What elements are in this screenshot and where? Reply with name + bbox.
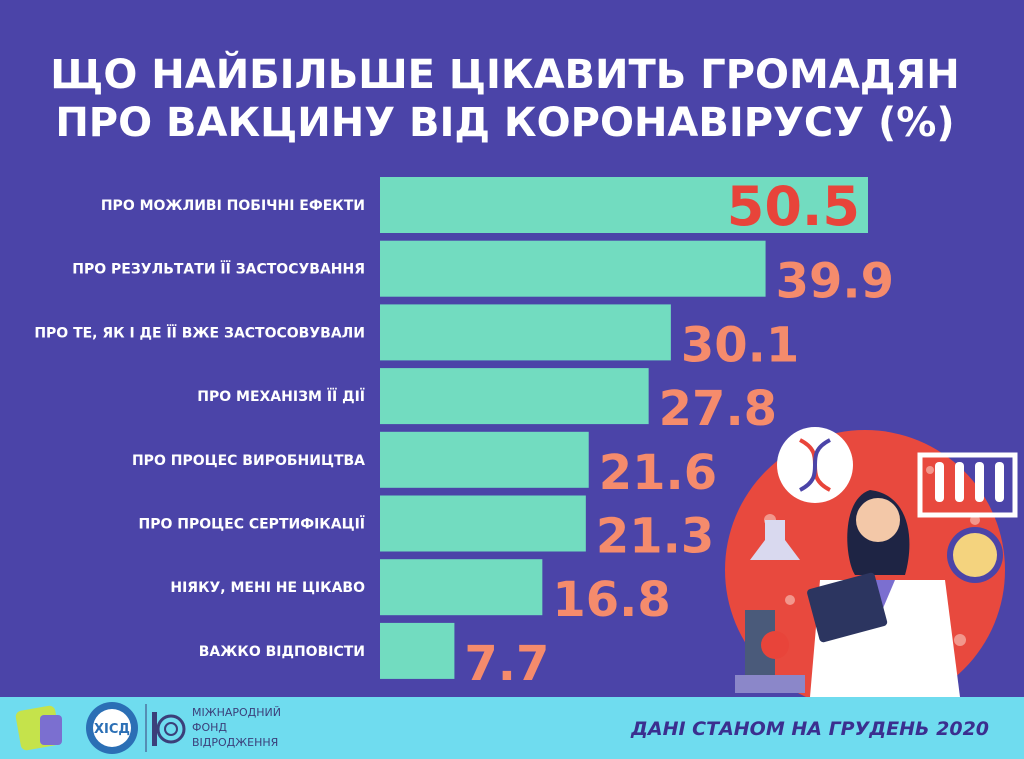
fund-name: ФОНД [192, 721, 227, 734]
category-label: ПРО МОЖЛИВІ ПОБІЧНІ ЕФЕКТИ [101, 198, 365, 214]
fund-name: МІЖНАРОДНИЙ [192, 706, 281, 719]
bar [380, 177, 868, 233]
value-label: 21.6 [599, 445, 717, 501]
value-label: 16.8 [552, 572, 670, 628]
fund-name: ВІДРОДЖЕННЯ [192, 736, 278, 749]
value-label: 50.5 [727, 175, 860, 238]
bar [380, 368, 649, 425]
bar [380, 622, 455, 679]
category-label: ВАЖКО ВІДПОВІСТИ [199, 644, 365, 660]
category-label: ПРО ТЕ, ЯК І ДЕ ЇЇ ВЖЕ ЗАСТОСОВУВАЛИ [34, 324, 365, 341]
value-label: 7.7 [464, 636, 549, 692]
category-label: НІЯКУ, МЕНІ НЕ ЦІКАВО [170, 580, 365, 596]
category-label: ПРО РЕЗУЛЬТАТИ ЇЇ ЗАСТОСУВАННЯ [72, 261, 365, 278]
bar [380, 304, 671, 361]
value-label: 27.8 [659, 381, 777, 437]
chart-title: ПРО ВАКЦИНУ ВІД КОРОНАВІРУСУ (%) [55, 100, 954, 146]
category-label: ПРО МЕХАНІЗМ ЇЇ ДІЇ [197, 388, 365, 405]
bar [380, 240, 766, 297]
category-label: ПРО ПРОЦЕС ВИРОБНИЦТВА [132, 453, 365, 469]
bar [380, 431, 589, 488]
bar [380, 495, 586, 552]
chart-title: ЩО НАЙБІЛЬШЕ ЦІКАВИТЬ ГРОМАДЯН [50, 50, 959, 98]
category-label: ПРО ПРОЦЕС СЕРТИФІКАЦІЇ [139, 516, 365, 533]
logo-text: ХІСД [94, 722, 130, 737]
illustration [725, 427, 1018, 710]
bar [380, 559, 543, 616]
footer-band [0, 697, 1024, 759]
footer-note: ДАНІ СТАНОМ НА ГРУДЕНЬ 2020 [630, 718, 989, 740]
value-label: 30.1 [681, 317, 799, 373]
value-label: 39.9 [776, 254, 894, 310]
value-label: 21.3 [596, 509, 714, 565]
logo-mark: ХІСД [15, 702, 186, 754]
